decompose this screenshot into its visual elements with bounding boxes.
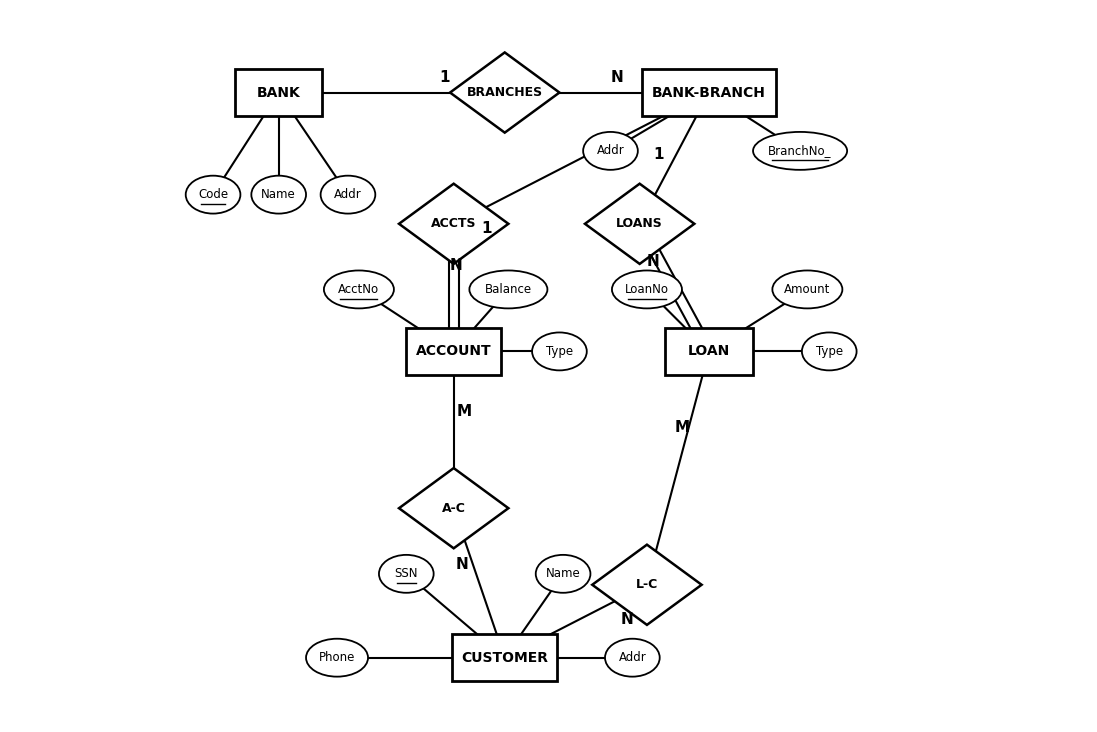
Polygon shape — [585, 184, 694, 264]
Polygon shape — [399, 184, 508, 264]
Text: Type: Type — [546, 345, 573, 358]
Ellipse shape — [532, 332, 587, 370]
Text: LoanNo: LoanNo — [625, 283, 669, 296]
Text: Amount: Amount — [784, 283, 830, 296]
Text: Name: Name — [261, 188, 296, 201]
Ellipse shape — [535, 555, 590, 593]
FancyBboxPatch shape — [452, 634, 557, 681]
Ellipse shape — [772, 270, 842, 308]
Text: Code: Code — [197, 188, 228, 201]
Text: Addr: Addr — [597, 144, 624, 157]
Text: BANK: BANK — [257, 86, 301, 100]
Text: 1: 1 — [482, 221, 491, 236]
Text: A-C: A-C — [442, 501, 465, 515]
Text: N: N — [611, 70, 623, 86]
Ellipse shape — [251, 176, 306, 214]
Ellipse shape — [324, 270, 394, 308]
Text: CUSTOMER: CUSTOMER — [461, 651, 548, 665]
Ellipse shape — [606, 639, 659, 676]
Polygon shape — [592, 545, 702, 625]
Ellipse shape — [753, 132, 847, 170]
Text: BranchNo_: BranchNo_ — [768, 144, 832, 157]
Text: LOAN: LOAN — [688, 345, 731, 359]
Text: 1: 1 — [654, 147, 664, 162]
Text: Balance: Balance — [485, 283, 532, 296]
Ellipse shape — [802, 332, 857, 370]
Ellipse shape — [320, 176, 375, 214]
FancyBboxPatch shape — [406, 328, 501, 375]
Ellipse shape — [584, 132, 637, 170]
Ellipse shape — [306, 639, 367, 676]
FancyBboxPatch shape — [665, 328, 753, 375]
Text: LOANS: LOANS — [617, 217, 663, 231]
Text: Type: Type — [816, 345, 842, 358]
Text: N: N — [456, 557, 468, 572]
Polygon shape — [450, 53, 559, 132]
Text: Addr: Addr — [335, 188, 362, 201]
Text: L-C: L-C — [636, 578, 658, 591]
Text: AcctNo: AcctNo — [338, 283, 380, 296]
Text: Phone: Phone — [319, 651, 355, 664]
Text: BANK-BRANCH: BANK-BRANCH — [652, 86, 766, 100]
Ellipse shape — [378, 555, 433, 593]
Polygon shape — [399, 468, 508, 548]
Text: Name: Name — [545, 567, 580, 580]
Text: N: N — [450, 258, 462, 273]
Ellipse shape — [470, 270, 547, 308]
Text: ACCOUNT: ACCOUNT — [416, 345, 491, 359]
Ellipse shape — [612, 270, 682, 308]
Text: N: N — [620, 611, 633, 627]
Text: 1: 1 — [440, 70, 450, 86]
Text: Addr: Addr — [619, 651, 646, 664]
Text: M: M — [457, 404, 472, 419]
Ellipse shape — [185, 176, 240, 214]
FancyBboxPatch shape — [642, 69, 776, 116]
Text: SSN: SSN — [395, 567, 418, 580]
Text: ACCTS: ACCTS — [431, 217, 476, 231]
Text: N: N — [646, 254, 659, 269]
Text: BRANCHES: BRANCHES — [466, 86, 543, 99]
FancyBboxPatch shape — [235, 69, 323, 116]
Text: M: M — [675, 420, 690, 436]
